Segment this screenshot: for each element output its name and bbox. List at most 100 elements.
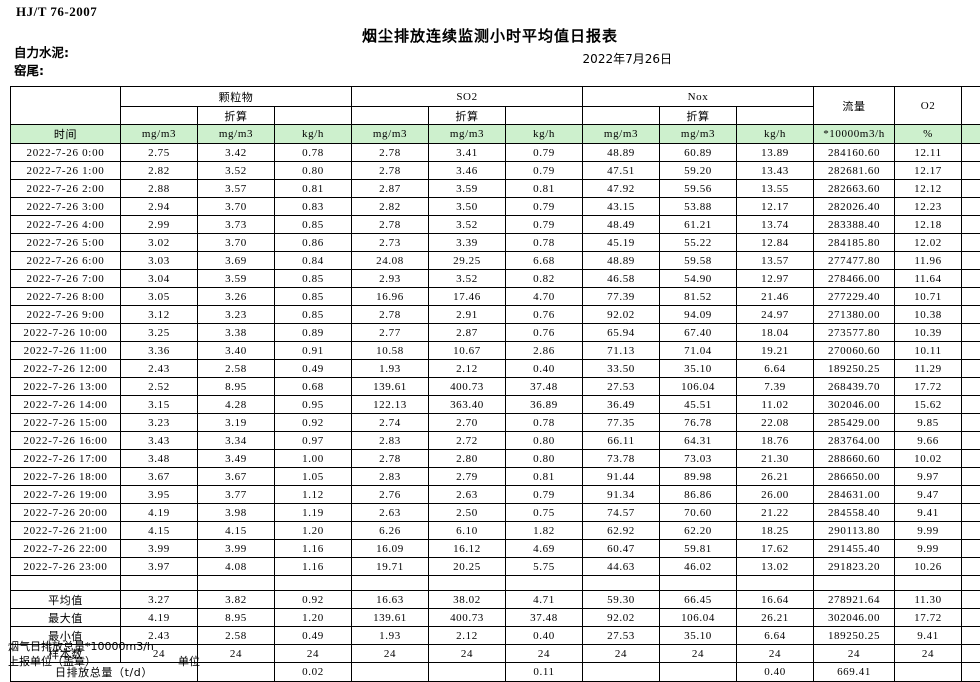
cell-value: 12.23 bbox=[895, 198, 962, 216]
summary-value: 0.92 bbox=[275, 591, 352, 609]
cell-value: 3.41 bbox=[429, 144, 506, 162]
cell-value: 2.63 bbox=[429, 486, 506, 504]
cell-value: 0.75 bbox=[506, 504, 583, 522]
cell-value: 11.29 bbox=[895, 360, 962, 378]
cell-value: 3.19 bbox=[198, 414, 275, 432]
cell-value: 3.39 bbox=[429, 234, 506, 252]
spacer-cell bbox=[814, 576, 895, 591]
summary-value: 24 bbox=[583, 645, 660, 663]
cell-value: 0.81 bbox=[275, 180, 352, 198]
header-sub-so2-rate bbox=[506, 107, 583, 125]
cell-value: 0.79 bbox=[506, 216, 583, 234]
summary-value: 24 bbox=[429, 645, 506, 663]
cell-value: 363.40 bbox=[429, 396, 506, 414]
spacer-cell bbox=[121, 576, 198, 591]
cell-value: 285429.00 bbox=[814, 414, 895, 432]
cell-value: 9.47 bbox=[895, 486, 962, 504]
cell-value: 1.82 bbox=[506, 522, 583, 540]
spacer-cell bbox=[737, 576, 814, 591]
cell-value: 17.62 bbox=[737, 540, 814, 558]
cell-value: 60.89 bbox=[660, 144, 737, 162]
header-unit-so2-conc: mg/m3 bbox=[352, 125, 429, 144]
cell-value: 19.71 bbox=[352, 558, 429, 576]
cell-value: 400.73 bbox=[429, 378, 506, 396]
report-date: 2022年7月26日 bbox=[0, 50, 672, 67]
cell-value: 9.41 bbox=[895, 504, 962, 522]
cell-value: 150.66 bbox=[962, 432, 980, 450]
cell-value: 147.17 bbox=[962, 468, 980, 486]
cell-value: 283388.40 bbox=[814, 216, 895, 234]
summary-value: 150.66 bbox=[962, 609, 980, 627]
summary-value: 24 bbox=[660, 645, 737, 663]
cell-value: 3.02 bbox=[121, 234, 198, 252]
cell-time: 2022-7-26 20:00 bbox=[11, 504, 121, 522]
cell-value: 138.50 bbox=[962, 270, 980, 288]
cell-time: 2022-7-26 10:00 bbox=[11, 324, 121, 342]
cell-value: 282681.60 bbox=[814, 162, 895, 180]
cell-value: 2.63 bbox=[352, 504, 429, 522]
cell-value: 3.70 bbox=[198, 198, 275, 216]
cell-value: 13.55 bbox=[737, 180, 814, 198]
cell-value: 6.68 bbox=[506, 252, 583, 270]
cell-value: 2.58 bbox=[198, 360, 275, 378]
summary-value: 4.19 bbox=[121, 609, 198, 627]
cell-value: 19.21 bbox=[737, 342, 814, 360]
header-sub-nox-converted: 折算 bbox=[660, 107, 737, 125]
header-unit-so2-rate: kg/h bbox=[506, 125, 583, 144]
cell-value: 284160.60 bbox=[814, 144, 895, 162]
cell-value: 0.76 bbox=[506, 306, 583, 324]
cell-value: 273577.80 bbox=[814, 324, 895, 342]
cell-value: 0.95 bbox=[275, 396, 352, 414]
summary-value: 189250.25 bbox=[814, 627, 895, 645]
cell-value: 10.39 bbox=[895, 324, 962, 342]
summary-label: 最大值 bbox=[11, 609, 121, 627]
summary-value: 26.21 bbox=[737, 609, 814, 627]
cell-value: 3.73 bbox=[198, 216, 275, 234]
cell-value: 2.88 bbox=[121, 180, 198, 198]
cell-time: 2022-7-26 15:00 bbox=[11, 414, 121, 432]
summary-value: 108.77 bbox=[962, 627, 980, 645]
spacer-row bbox=[11, 576, 980, 591]
cell-value: 3.48 bbox=[121, 450, 198, 468]
cell-value: 0.76 bbox=[506, 324, 583, 342]
cell-value: 3.38 bbox=[198, 324, 275, 342]
cell-value: 2.78 bbox=[352, 306, 429, 324]
cell-value: 3.42 bbox=[198, 144, 275, 162]
cell-value: 2.50 bbox=[429, 504, 506, 522]
cell-value: 9.99 bbox=[895, 522, 962, 540]
cell-value: 1.16 bbox=[275, 540, 352, 558]
cell-value: 2.43 bbox=[121, 360, 198, 378]
cell-value: 62.92 bbox=[583, 522, 660, 540]
cell-value: 3.98 bbox=[198, 504, 275, 522]
cell-value: 33.50 bbox=[583, 360, 660, 378]
outlet-name: 窑尾: bbox=[14, 60, 44, 79]
daily-total-value bbox=[962, 663, 980, 682]
cell-value: 3.34 bbox=[198, 432, 275, 450]
cell-value: 18.04 bbox=[737, 324, 814, 342]
header-group-nox: Nox bbox=[583, 87, 814, 107]
cell-value: 45.19 bbox=[583, 234, 660, 252]
summary-value: 16.64 bbox=[737, 591, 814, 609]
cell-value: 13.74 bbox=[737, 216, 814, 234]
cell-value: 0.79 bbox=[506, 486, 583, 504]
cell-value: 284631.00 bbox=[814, 486, 895, 504]
cell-value: 106.04 bbox=[660, 378, 737, 396]
cell-time: 2022-7-26 5:00 bbox=[11, 234, 121, 252]
cell-value: 10.26 bbox=[895, 558, 962, 576]
cell-value: 71.04 bbox=[660, 342, 737, 360]
cell-value: 2.78 bbox=[352, 216, 429, 234]
cell-value: 2.86 bbox=[506, 342, 583, 360]
header-cell-blank bbox=[11, 87, 121, 125]
summary-value: 24 bbox=[275, 645, 352, 663]
cell-value: 2.80 bbox=[429, 450, 506, 468]
cell-value: 27.53 bbox=[583, 378, 660, 396]
cell-value: 137.63 bbox=[962, 396, 980, 414]
spacer-cell bbox=[11, 576, 121, 591]
cell-value: 270060.60 bbox=[814, 342, 895, 360]
